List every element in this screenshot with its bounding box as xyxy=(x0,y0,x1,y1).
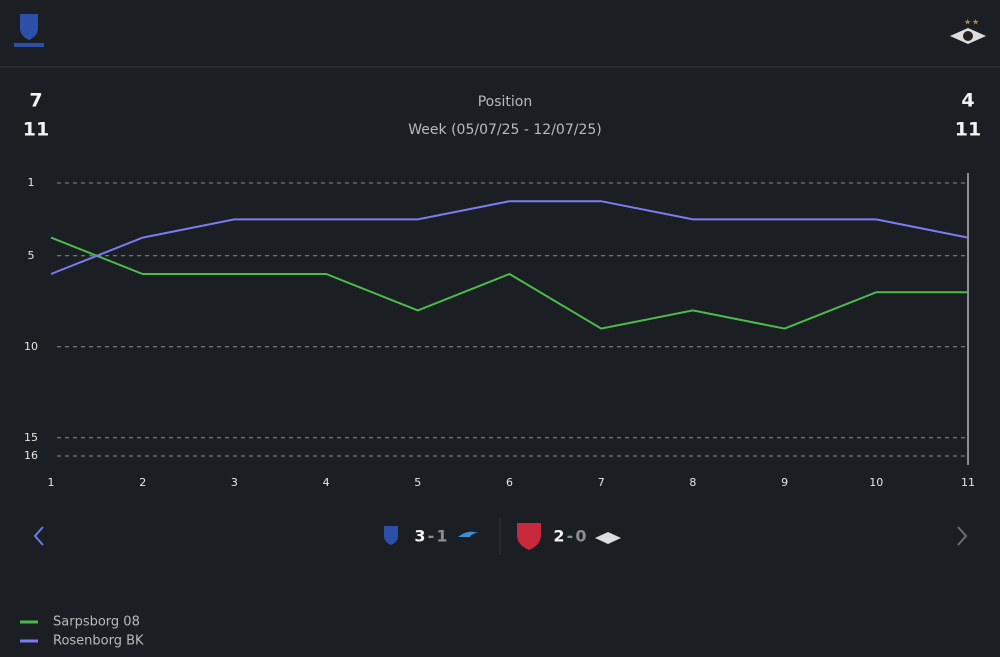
y-tick-label: 5 xyxy=(28,249,35,262)
series-line xyxy=(50,200,969,275)
y-tick-label: 16 xyxy=(24,449,38,462)
team-crest xyxy=(595,532,621,544)
prev-button[interactable] xyxy=(33,526,44,546)
x-tick-label: 3 xyxy=(231,476,238,489)
match-2: 2 - 0 xyxy=(517,523,621,550)
x-tick-label: 2 xyxy=(139,476,146,489)
home-position: 7 xyxy=(29,90,42,112)
svg-text:★: ★ xyxy=(972,18,979,27)
away-score: 0 xyxy=(575,527,586,546)
x-tick-label: 6 xyxy=(506,476,513,489)
home-crest xyxy=(14,14,44,47)
legend-label: Sarpsborg 08 xyxy=(53,615,140,630)
x-tick-label: 8 xyxy=(689,476,696,489)
x-tick-label: 9 xyxy=(781,476,788,489)
next-button[interactable] xyxy=(957,526,968,546)
y-tick-label: 1 xyxy=(28,176,35,189)
x-tick-label: 5 xyxy=(414,476,421,489)
chart-title: Position xyxy=(478,94,533,110)
team-crest xyxy=(458,531,478,537)
away-crest: ★ ★ xyxy=(950,18,986,44)
chart-subtitle: Week (05/07/25 - 12/07/25) xyxy=(408,122,601,138)
x-tick-label: 10 xyxy=(869,476,883,489)
home-score: 3 xyxy=(414,527,425,546)
away-total: 11 xyxy=(955,119,981,141)
away-position: 4 xyxy=(961,90,974,112)
score-separator: - xyxy=(567,527,574,546)
team-crest xyxy=(517,523,541,550)
x-tick-label: 11 xyxy=(961,476,975,489)
x-tick-label: 4 xyxy=(323,476,330,489)
series-line xyxy=(50,236,968,330)
team-crest xyxy=(384,526,398,545)
x-tick-label: 1 xyxy=(48,476,55,489)
home-score: 2 xyxy=(553,527,564,546)
y-tick-label: 15 xyxy=(24,431,38,444)
home-total: 11 xyxy=(23,119,49,141)
away-score: 1 xyxy=(436,527,447,546)
match-1: 3 - 1 xyxy=(384,526,478,546)
score-separator: - xyxy=(428,527,435,546)
legend-label: Rosenborg BK xyxy=(53,634,144,649)
y-tick-label: 10 xyxy=(24,340,38,353)
svg-text:★: ★ xyxy=(964,18,971,27)
x-tick-label: 7 xyxy=(598,476,605,489)
legend: Sarpsborg 08 Rosenborg BK xyxy=(20,615,144,649)
